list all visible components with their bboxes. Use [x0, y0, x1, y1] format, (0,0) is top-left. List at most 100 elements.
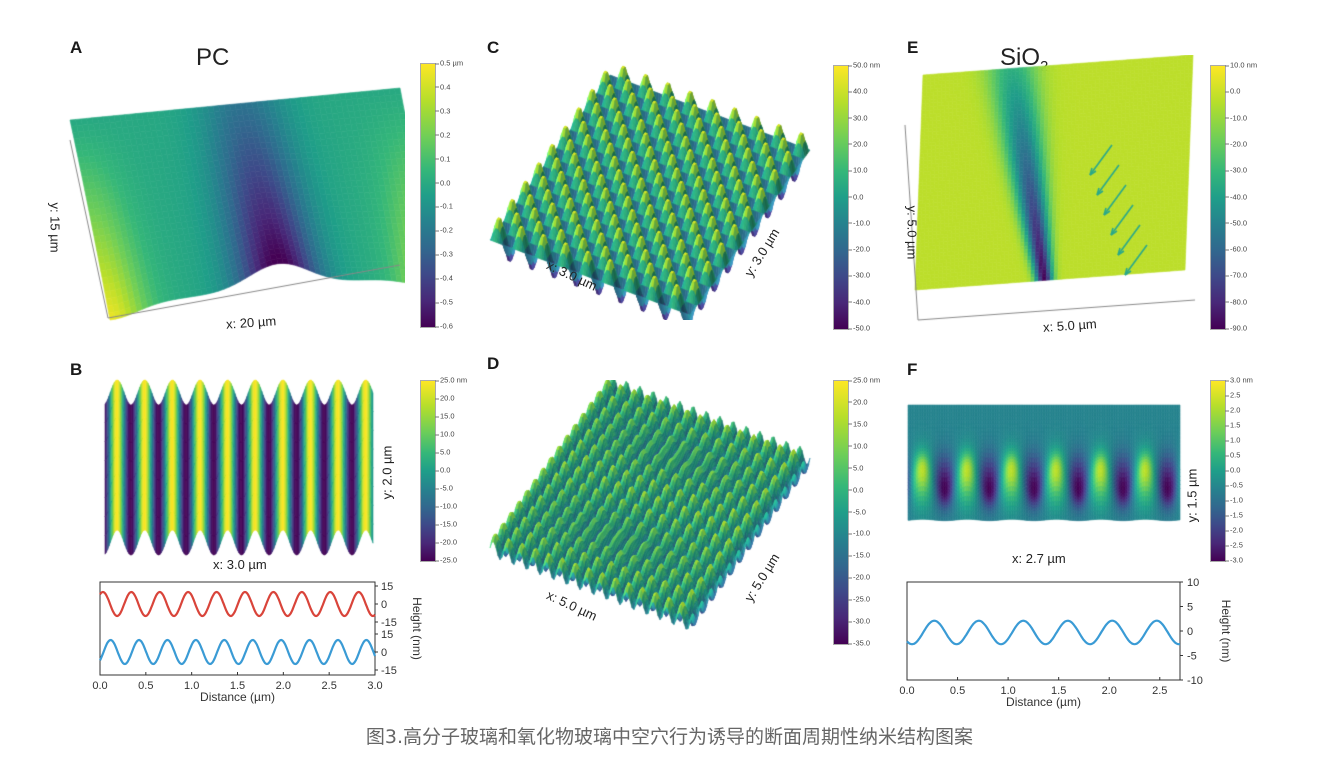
colorbar-tick-label: -1.0 — [1225, 496, 1243, 505]
y-tick-label: 0 — [381, 647, 387, 659]
colorbar-tick-label: -50.0 — [1225, 218, 1247, 227]
colorbar-tick-label: -20.0 — [848, 245, 870, 254]
colorbar-tick-label: -0.3 — [435, 250, 453, 259]
colorbar-tick-label: 2.0 — [1225, 406, 1240, 415]
colorbar-tick-label: 5.0 — [435, 448, 450, 457]
x-axis-label-e: x: 5.0 µm — [1042, 316, 1098, 335]
colorbar-tick-label: -35.0 — [848, 639, 870, 648]
profile-blue-line — [99, 638, 377, 666]
colorbar-tick-label: 20.0 — [848, 139, 868, 148]
colorbar-tick-label: 50.0 nm — [848, 61, 880, 70]
panel-letter-b: B — [70, 360, 83, 379]
colorbar-tick-label: 40.0 — [848, 87, 868, 96]
panel-letter-f: F — [907, 360, 918, 379]
colorbar-tick-label: -30.0 — [848, 271, 870, 280]
profile-chart-f: 0.0 0.5 1.0 1.5 2.0 2.5 Distance (µm) 10 5 0 -5 -10… — [899, 577, 1233, 709]
colorbar-tick-label: 1.5 — [1225, 421, 1240, 430]
colorbar-tick-label: -10.0 — [848, 529, 870, 538]
colorbar-tick-label: -30.0 — [1225, 166, 1247, 175]
x-tick-label: 2.0 — [276, 680, 291, 692]
colorbar-tick-label: 10.0 — [848, 166, 868, 175]
x-tick-label: 0.0 — [92, 680, 107, 692]
y-axis-label-f: y: 1.5 µm — [1184, 468, 1200, 523]
colorbar-tick-label: -1.5 — [1225, 511, 1243, 520]
colorbar-tick-label: -0.6 — [435, 322, 453, 331]
colorbar-f — [1210, 380, 1226, 562]
colorbar-tick-label: -25.0 — [848, 595, 870, 604]
colorbar-tick-label: -40.0 — [848, 297, 870, 306]
colorbar-tick-label: -2.5 — [1225, 541, 1243, 550]
colorbar-tick-label: 1.0 — [1225, 436, 1240, 445]
x-tick-label: 2.5 — [322, 680, 337, 692]
surface-plot-d — [480, 380, 820, 630]
panel-letter-a: A — [70, 38, 83, 57]
colorbar-tick-label: -90.0 — [1225, 324, 1247, 333]
y-tick-label: -5 — [1187, 651, 1197, 663]
figure-caption: 图3.高分子玻璃和氧化物玻璃中空穴行为诱导的断面周期性纳米结构图案 — [365, 726, 974, 748]
colorbar-tick-label: -0.5 — [435, 298, 453, 307]
plot-frame — [906, 581, 1181, 681]
colorbar-tick-label: -60.0 — [1225, 245, 1247, 254]
x-tick-label: 0.0 — [899, 685, 914, 697]
colorbar-tick-label: -15.0 — [848, 551, 870, 560]
colorbar-d — [833, 380, 849, 645]
colorbar-e — [1210, 65, 1226, 330]
surface-plot-e — [900, 55, 1200, 325]
colorbar-tick-label: -20.0 — [435, 538, 457, 547]
x-axis-label-b: x: 3.0 µm — [213, 557, 267, 572]
surface-plot-f — [900, 390, 1200, 540]
colorbar-tick-label: 0.0 — [848, 485, 863, 494]
colorbar-tick-label: -0.4 — [435, 274, 453, 283]
y-axis-title: Height (nm) — [410, 597, 424, 660]
y-tick-label: 0 — [381, 599, 387, 611]
colorbar-tick-label: -10.0 — [848, 218, 870, 227]
x-tick-label: 1.5 — [230, 680, 245, 692]
colorbar-tick-label: 0.4 — [435, 82, 450, 91]
x-axis-label-f: x: 2.7 µm — [1012, 551, 1066, 566]
panel-letter-e: E — [907, 38, 919, 57]
colorbar-tick-label: -40.0 — [1225, 192, 1247, 201]
colorbar-tick-label: -20.0 — [848, 573, 870, 582]
colorbar-tick-label: -10.0 — [435, 502, 457, 511]
colorbar-tick-label: -70.0 — [1225, 271, 1247, 280]
colorbar-c — [833, 65, 849, 330]
colorbar-b — [420, 380, 436, 562]
colorbar-tick-label: -5.0 — [848, 507, 866, 516]
colorbar-tick-label: -0.2 — [435, 226, 453, 235]
colorbar-tick-label: 0.1 — [435, 154, 450, 163]
colorbar-tick-label: 10.0 — [848, 441, 868, 450]
colorbar-tick-label: 0.2 — [435, 130, 450, 139]
colorbar-tick-label: -25.0 — [435, 556, 457, 565]
colorbar-tick-label: 5.0 — [848, 463, 863, 472]
y-tick-label: -15 — [381, 617, 397, 629]
colorbar-a — [420, 63, 436, 328]
y-axis-title: Height (nm) — [1219, 600, 1233, 663]
y-axis-label-b: y: 2.0 µm — [379, 445, 395, 500]
colorbar-tick-label: 0.3 — [435, 106, 450, 115]
y-tick-label: 0 — [1187, 626, 1193, 638]
colorbar-tick-label: -50.0 — [848, 324, 870, 333]
colorbar-tick-label: -0.1 — [435, 202, 453, 211]
colorbar-tick-label: 3.0 nm — [1225, 376, 1253, 385]
x-tick-label: 3.0 — [367, 680, 382, 692]
profile-red-line — [99, 590, 376, 618]
colorbar-tick-label: 15.0 — [848, 419, 868, 428]
profile-blue-line — [906, 619, 1181, 646]
colorbar-tick-label: -30.0 — [848, 617, 870, 626]
colorbar-tick-label: 15.0 — [435, 412, 455, 421]
colorbar-tick-label: 20.0 — [848, 397, 868, 406]
y-tick-label: 10 — [1187, 577, 1199, 589]
colorbar-tick-label: -80.0 — [1225, 297, 1247, 306]
x-tick-label: 1.0 — [1000, 685, 1015, 697]
y-tick-label: -10 — [1187, 675, 1203, 687]
profile-chart-b: 0.0 0.5 1.0 1.5 2.0 2.5 3.0 Distance (µm) 15 0 -15… — [92, 581, 424, 704]
colorbar-tick-label: 0.0 — [435, 466, 450, 475]
colorbar-tick-label: 2.5 — [1225, 391, 1240, 400]
y-tick-label: 5 — [1187, 602, 1193, 614]
y-tick-label: 15 — [381, 581, 393, 593]
colorbar-tick-label: 10.0 nm — [1225, 61, 1257, 70]
colorbar-tick-label: -20.0 — [1225, 139, 1247, 148]
x-tick-label: 2.5 — [1152, 685, 1167, 697]
colorbar-tick-label: 0.0 — [1225, 466, 1240, 475]
colorbar-tick-label: 30.0 — [848, 113, 868, 122]
